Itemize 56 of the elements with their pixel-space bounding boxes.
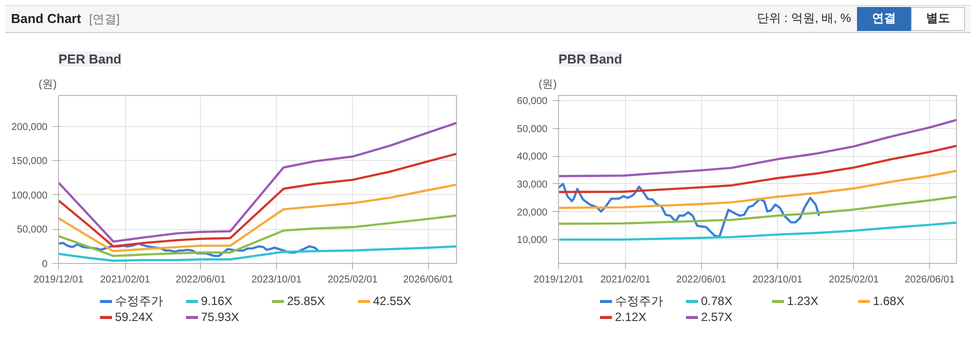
line-series — [558, 182, 820, 238]
text: Band Chart — [11, 10, 82, 26]
y-tick-label: 50,000 — [516, 124, 548, 135]
line-series — [58, 122, 456, 243]
x-tick-label: 2026/06/01 — [904, 274, 956, 286]
chart-title: PBR Band — [558, 52, 622, 66]
y-tick-label: 30,000 — [516, 179, 548, 190]
x-tick-label: 2019/12/01 — [533, 274, 584, 286]
legend-label: 0.78X — [700, 293, 734, 309]
line-series — [58, 214, 456, 258]
y-tick-label: 0 — [42, 259, 48, 270]
x-tick-label: 2025/02/01 — [328, 274, 378, 286]
legend-label: 9.16X — [200, 293, 234, 309]
text: 별도 — [911, 7, 965, 31]
legend-label: 1.23X — [786, 293, 820, 309]
legend-label: 25.85X — [286, 293, 326, 309]
legend-label: 59.24X — [114, 309, 154, 325]
text: [연결] — [89, 12, 120, 26]
line-series — [558, 144, 956, 194]
y-tick-label: 10,000 — [516, 235, 548, 246]
line-series — [58, 245, 456, 262]
y-tick-label: 20,000 — [516, 207, 548, 218]
x-tick-label: 2021/02/01 — [100, 274, 151, 286]
line-series — [58, 152, 456, 248]
legend-label: 2.57X — [700, 309, 734, 325]
text: 단위 : 억원, 배, % — [756, 11, 851, 26]
y-axis-title: (원) — [538, 78, 557, 90]
legend-label: 2.12X — [614, 309, 648, 325]
x-tick-label: 2025/02/01 — [828, 274, 880, 286]
y-tick-label: 60,000 — [516, 96, 548, 108]
x-tick-label: 2022/06/01 — [176, 274, 226, 286]
y-axis-title: (원) — [38, 78, 57, 90]
legend-label: 75.93X — [200, 309, 240, 325]
legend-label: 수정주가 — [114, 293, 164, 309]
y-tick-label: 40,000 — [516, 152, 548, 163]
text: 연결 — [857, 7, 911, 31]
chart-title: PER Band — [58, 52, 122, 66]
legend-label: 수정주가 — [614, 293, 664, 309]
legend-label: 42.55X — [372, 293, 412, 309]
x-tick-label: 2019/12/01 — [33, 274, 84, 286]
line-series — [58, 242, 320, 258]
line-series — [558, 118, 956, 178]
x-tick-label: 2026/06/01 — [403, 274, 454, 286]
y-tick-label: 150,000 — [11, 156, 48, 168]
line-series — [58, 184, 456, 252]
line-series — [558, 222, 956, 241]
x-tick-label: 2023/10/01 — [251, 274, 302, 286]
y-tick-label: 100,000 — [11, 190, 48, 202]
y-tick-label: 200,000 — [11, 122, 48, 133]
y-tick-label: 50,000 — [16, 224, 48, 236]
line-series — [558, 196, 956, 225]
x-tick-label: 2021/02/01 — [600, 274, 651, 286]
legend-label: 1.68X — [872, 293, 906, 309]
x-tick-label: 2022/06/01 — [676, 274, 727, 286]
line-series — [558, 170, 956, 209]
x-tick-label: 2023/10/01 — [752, 274, 803, 286]
